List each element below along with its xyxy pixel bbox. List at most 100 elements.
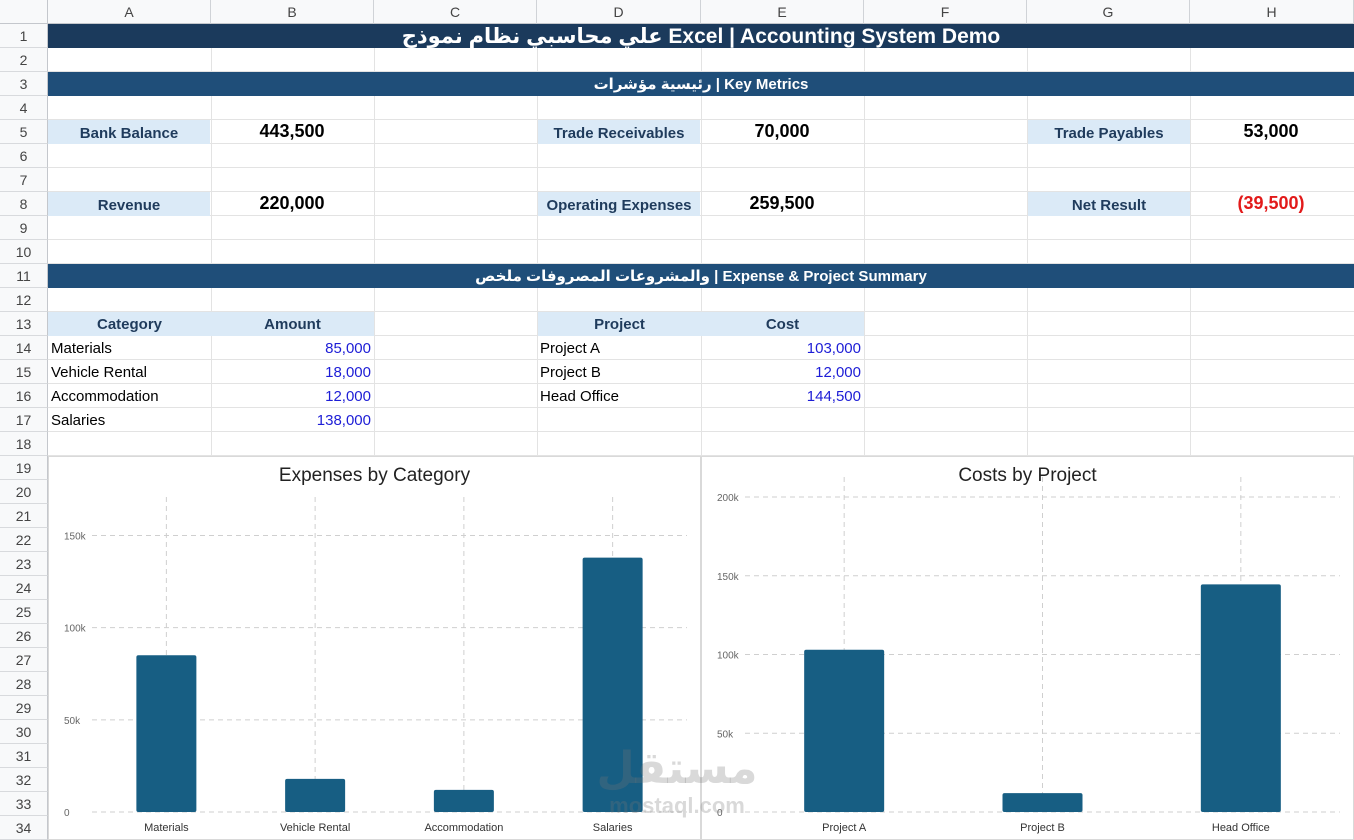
row-header-16[interactable]: 16 — [0, 384, 48, 408]
row-header-20[interactable]: 20 — [0, 480, 48, 504]
amount-column-header[interactable]: Amount — [211, 312, 374, 336]
row-header-15[interactable]: 15 — [0, 360, 48, 384]
amount-cell-vehicle-rental[interactable]: 18,000 — [325, 363, 371, 381]
row-header-29[interactable]: 29 — [0, 696, 48, 720]
row-header-12[interactable]: 12 — [0, 288, 48, 312]
trade-payables-value[interactable]: 53,000 — [1243, 120, 1299, 141]
chart-title: Expenses by Category — [278, 465, 471, 486]
key-metrics-header[interactable]: رئيسية مؤشرات | Key Metrics — [48, 72, 1354, 96]
trade-receivables-value[interactable]: 70,000 — [754, 120, 810, 141]
trade-receivables-label[interactable]: Trade Receivables — [538, 120, 700, 144]
bar-vehicle-rental — [285, 778, 346, 812]
row-header-30[interactable]: 30 — [0, 720, 48, 744]
row-header-21[interactable]: 21 — [0, 504, 48, 528]
x-tick-label: Vehicle Rental — [280, 822, 350, 834]
net-result-label[interactable]: Net Result — [1028, 192, 1190, 216]
cost-cell-head-office[interactable]: 144,500 — [806, 387, 861, 405]
select-all-corner[interactable] — [0, 0, 48, 24]
row-header-19[interactable]: 19 — [0, 456, 48, 480]
row-header-33[interactable]: 33 — [0, 792, 48, 816]
row-header-13[interactable]: 13 — [0, 312, 48, 336]
row-header-28[interactable]: 28 — [0, 672, 48, 696]
row-header-24[interactable]: 24 — [0, 576, 48, 600]
row-header-22[interactable]: 22 — [0, 528, 48, 552]
category-cell-salaries[interactable]: Salaries — [51, 411, 106, 429]
row-header-25[interactable]: 25 — [0, 600, 48, 624]
row-header-18[interactable]: 18 — [0, 432, 48, 456]
bar-accommodation — [433, 789, 494, 812]
project-cell-b[interactable]: Project B — [540, 363, 601, 381]
row-header-31[interactable]: 31 — [0, 744, 48, 768]
category-cell-materials[interactable]: Materials — [51, 339, 112, 357]
cost-column-header[interactable]: Cost — [701, 312, 864, 336]
row-header-7[interactable]: 7 — [0, 168, 48, 192]
row-header-3[interactable]: 3 — [0, 72, 48, 96]
cost-cell-project-a[interactable]: 103,000 — [806, 339, 861, 357]
column-header-g[interactable]: G — [1027, 0, 1190, 24]
y-tick-label: 0 — [64, 808, 70, 819]
row-header-4[interactable]: 4 — [0, 96, 48, 120]
amount-cell-salaries[interactable]: 138,000 — [316, 411, 371, 429]
expense-project-summary-header[interactable]: والمشروعات المصروفات ملخص | Expense & Pr… — [48, 264, 1354, 288]
trade-payables-label[interactable]: Trade Payables — [1028, 120, 1190, 144]
sheet-title[interactable]: علي محاسبي نظام نموذج Excel | Accounting… — [48, 24, 1354, 48]
column-header-d[interactable]: D — [537, 0, 701, 24]
expenses-by-category-plot: 0 50k 100k 150k Materials Vehicle Rental Accom… — [64, 497, 687, 834]
column-header-a[interactable]: A — [48, 0, 211, 24]
x-tick-label: Project B — [1020, 822, 1065, 834]
row-header-14[interactable]: 14 — [0, 336, 48, 360]
operating-expenses-label[interactable]: Operating Expenses — [538, 192, 700, 216]
row-header-32[interactable]: 32 — [0, 768, 48, 792]
project-cell-head-office[interactable]: Head Office — [540, 387, 619, 405]
row-header-11[interactable]: 11 — [0, 264, 48, 288]
revenue-value[interactable]: 220,000 — [259, 192, 325, 213]
column-header-h[interactable]: H — [1190, 0, 1354, 24]
y-tick-label: 50k — [64, 716, 81, 727]
project-cell-a[interactable]: Project A — [540, 339, 601, 357]
y-tick-label: 200k — [717, 493, 740, 504]
bar-project-a — [804, 649, 885, 812]
amount-cell-materials[interactable]: 85,000 — [325, 339, 371, 357]
row-header-2[interactable]: 2 — [0, 48, 48, 72]
y-tick-label: 50k — [717, 729, 734, 740]
x-tick-label: Head Office — [1212, 822, 1270, 834]
costs-by-project-plot: 0 50k 100k 150k 200k Project A Project B Head O… — [717, 477, 1340, 834]
costs-by-project-chart[interactable]: Costs by Project 0 50k 100k 150k 200k Project… — [701, 456, 1354, 840]
bar-head-office — [1200, 584, 1281, 812]
bar-salaries — [582, 557, 643, 812]
y-tick-label: 150k — [717, 572, 740, 583]
row-header-17[interactable]: 17 — [0, 408, 48, 432]
column-header-c[interactable]: C — [374, 0, 537, 24]
row-header-26[interactable]: 26 — [0, 624, 48, 648]
amount-cell-accommodation[interactable]: 12,000 — [325, 387, 371, 405]
column-header-f[interactable]: F — [864, 0, 1027, 24]
column-header-b[interactable]: B — [211, 0, 374, 24]
operating-expenses-value[interactable]: 259,500 — [749, 192, 815, 213]
row-header-6[interactable]: 6 — [0, 144, 48, 168]
bank-balance-label[interactable]: Bank Balance — [48, 120, 210, 144]
expenses-by-category-chart[interactable]: Expenses by Category 0 50k 100k 150k Materia… — [48, 456, 701, 840]
project-column-header[interactable]: Project — [538, 312, 701, 336]
bar-project-b — [1002, 793, 1083, 812]
bar-materials — [136, 655, 197, 812]
revenue-label[interactable]: Revenue — [48, 192, 210, 216]
row-header-8[interactable]: 8 — [0, 192, 48, 216]
category-cell-vehicle-rental[interactable]: Vehicle Rental — [51, 363, 147, 381]
row-header-10[interactable]: 10 — [0, 240, 48, 264]
row-header-1[interactable]: 1 — [0, 24, 48, 48]
category-column-header[interactable]: Category — [48, 312, 211, 336]
column-header-e[interactable]: E — [701, 0, 864, 24]
row-header-9[interactable]: 9 — [0, 216, 48, 240]
net-result-value[interactable]: (39,500) — [1237, 192, 1305, 213]
row-header-5[interactable]: 5 — [0, 120, 48, 144]
y-tick-label: 150k — [64, 531, 87, 542]
row-header-34[interactable]: 34 — [0, 816, 48, 840]
bank-balance-value[interactable]: 443,500 — [259, 120, 325, 141]
row-header-23[interactable]: 23 — [0, 552, 48, 576]
cost-cell-project-b[interactable]: 12,000 — [815, 363, 861, 381]
category-cell-accommodation[interactable]: Accommodation — [51, 387, 159, 405]
y-tick-label: 100k — [717, 651, 740, 662]
x-tick-label: Salaries — [593, 822, 633, 834]
row-header-27[interactable]: 27 — [0, 648, 48, 672]
